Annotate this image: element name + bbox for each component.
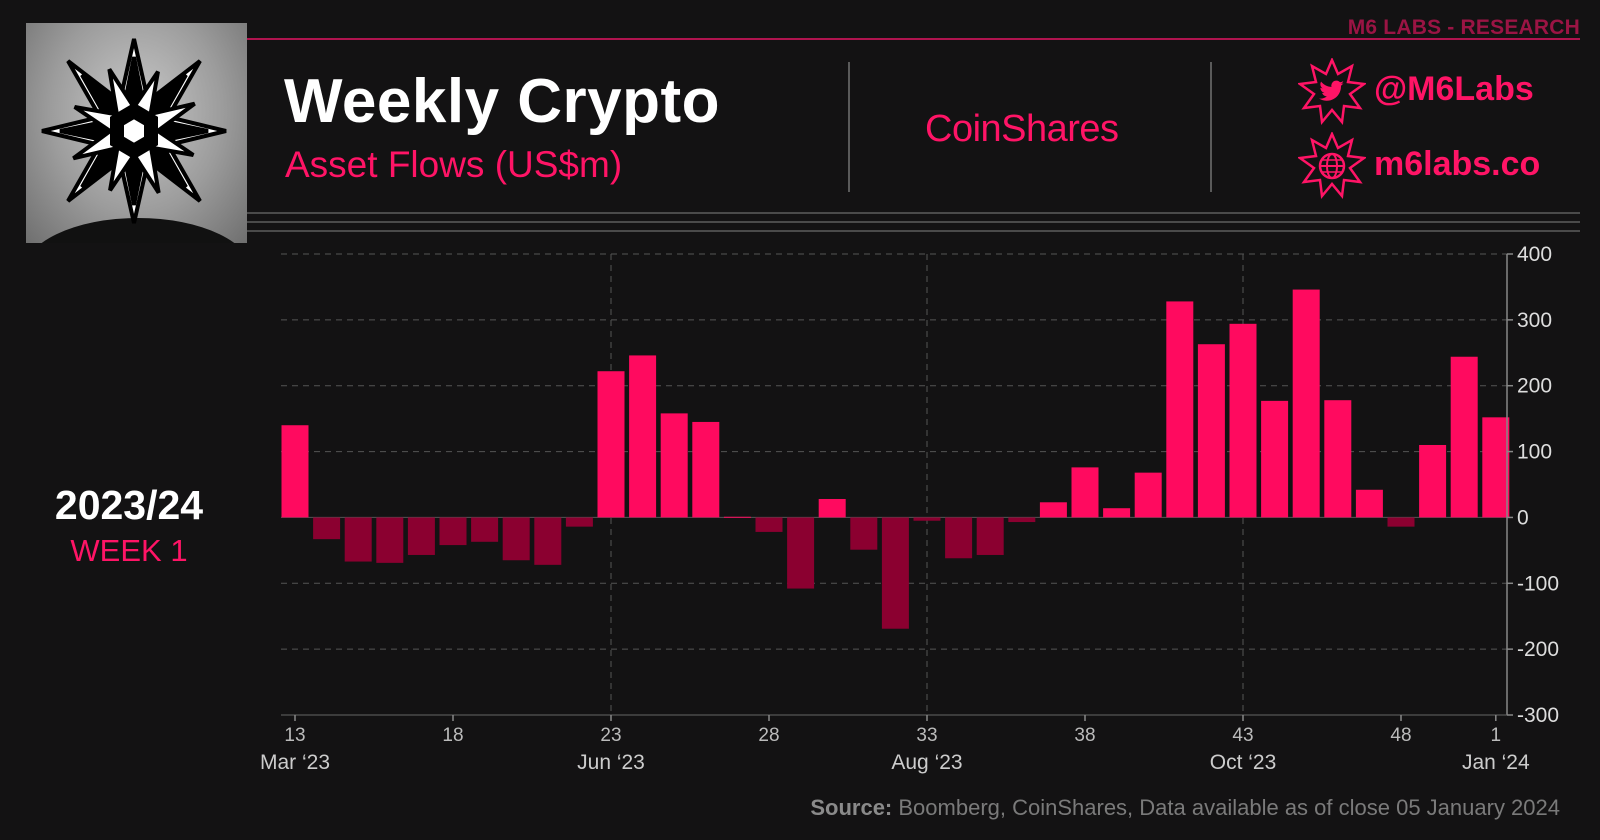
flow-bar xyxy=(787,517,815,589)
source-label: Source: xyxy=(810,795,893,820)
x-tick-week-label: 28 xyxy=(758,725,779,746)
flow-bar xyxy=(818,498,846,518)
x-tick-month-label: Aug ‘23 xyxy=(891,751,962,774)
flow-bar xyxy=(1387,517,1415,527)
flow-bar xyxy=(976,517,1004,555)
header-rule-2 xyxy=(244,221,1580,223)
star-logo-icon xyxy=(41,38,235,243)
x-tick-week-label: 23 xyxy=(600,725,621,746)
flow-bar xyxy=(945,517,973,559)
avatar xyxy=(26,23,247,243)
x-tick-month-label: Jun ‘23 xyxy=(577,751,645,774)
flow-bar xyxy=(471,517,499,542)
flow-bar xyxy=(1292,289,1320,518)
x-tick-week-label: 48 xyxy=(1390,725,1411,746)
flow-bar xyxy=(344,517,372,562)
flow-bar xyxy=(407,517,435,555)
header-rule-1 xyxy=(244,212,1580,214)
flow-bar xyxy=(1419,444,1447,518)
y-tick-label: 200 xyxy=(1517,375,1552,398)
flow-bar xyxy=(1197,344,1225,518)
y-tick-label: 0 xyxy=(1517,506,1529,529)
y-tick-label: -200 xyxy=(1517,638,1559,661)
x-tick-week-label: 38 xyxy=(1074,725,1095,746)
x-tick-month-label: Mar ‘23 xyxy=(260,751,330,774)
source-text: Boomberg, CoinShares, Data available as … xyxy=(892,795,1560,820)
globe-icon xyxy=(1296,130,1368,205)
y-tick-label: 400 xyxy=(1517,243,1552,266)
x-tick-week-label: 18 xyxy=(442,725,463,746)
header-top-rule xyxy=(244,38,1580,40)
flow-bar xyxy=(597,371,625,518)
page-subtitle: Asset Flows (US$m) xyxy=(285,144,623,185)
twitter-handle[interactable]: @M6Labs xyxy=(1374,70,1534,108)
flow-bar xyxy=(850,517,878,550)
flow-bar xyxy=(913,517,941,521)
flow-bar xyxy=(692,421,720,518)
source-note: Source: Boomberg, CoinShares, Data avail… xyxy=(810,795,1560,821)
asset-flows-bar-chart: 400 300 200 100 0 -100 -200 -300 13 Mar ‘23 18 23 Ju… xyxy=(260,243,1559,774)
flow-bar xyxy=(1166,301,1194,518)
x-tick-week-label: 33 xyxy=(916,725,937,746)
flow-bar xyxy=(1229,323,1257,518)
page-title: Weekly Crypto xyxy=(284,67,721,136)
flow-bar xyxy=(376,517,404,563)
x-tick-week-label: 43 xyxy=(1232,725,1253,746)
flow-bar xyxy=(1324,400,1352,518)
flow-bar xyxy=(534,517,562,565)
flow-bar xyxy=(439,517,467,546)
flow-bar xyxy=(1008,517,1036,523)
header-separator-1 xyxy=(848,62,850,192)
partner-logo-text: CoinShares xyxy=(925,108,1119,150)
twitter-bird-icon xyxy=(1296,56,1368,131)
website-link[interactable]: m6labs.co xyxy=(1374,145,1541,183)
flow-bar xyxy=(660,413,688,518)
y-tick-label: -100 xyxy=(1517,572,1559,595)
y-tick-label: -300 xyxy=(1517,704,1559,727)
flow-bar xyxy=(1039,502,1067,518)
flow-bar xyxy=(755,517,783,532)
flow-bar xyxy=(502,517,530,561)
flow-bar xyxy=(1134,472,1162,518)
flow-bar xyxy=(1261,400,1289,518)
flow-bar xyxy=(881,517,909,629)
brand-tag: M6 LABS - RESEARCH xyxy=(1347,16,1580,39)
header-rule-3 xyxy=(244,230,1580,232)
flow-bar xyxy=(1071,467,1099,518)
flow-bar xyxy=(1355,489,1383,518)
y-tick-label: 300 xyxy=(1517,309,1552,332)
x-tick-week-label: 13 xyxy=(284,725,305,746)
flow-bar xyxy=(723,516,751,518)
flow-bar xyxy=(1103,508,1131,518)
period-label: 2023/24 xyxy=(54,482,204,528)
x-tick-week-label: 1 xyxy=(1491,725,1502,746)
flow-bar xyxy=(565,517,593,527)
header-separator-2 xyxy=(1210,62,1212,192)
flow-bar xyxy=(1482,417,1510,518)
flow-bar xyxy=(281,425,309,518)
x-tick-month-label: Oct ‘23 xyxy=(1210,751,1277,774)
flow-bar xyxy=(1450,356,1478,518)
x-tick-month-label: Jan ‘24 xyxy=(1462,751,1530,774)
flow-bar xyxy=(629,355,657,518)
flow-bar xyxy=(313,517,341,540)
y-tick-label: 100 xyxy=(1517,441,1552,464)
week-label: WEEK 1 xyxy=(70,533,188,568)
